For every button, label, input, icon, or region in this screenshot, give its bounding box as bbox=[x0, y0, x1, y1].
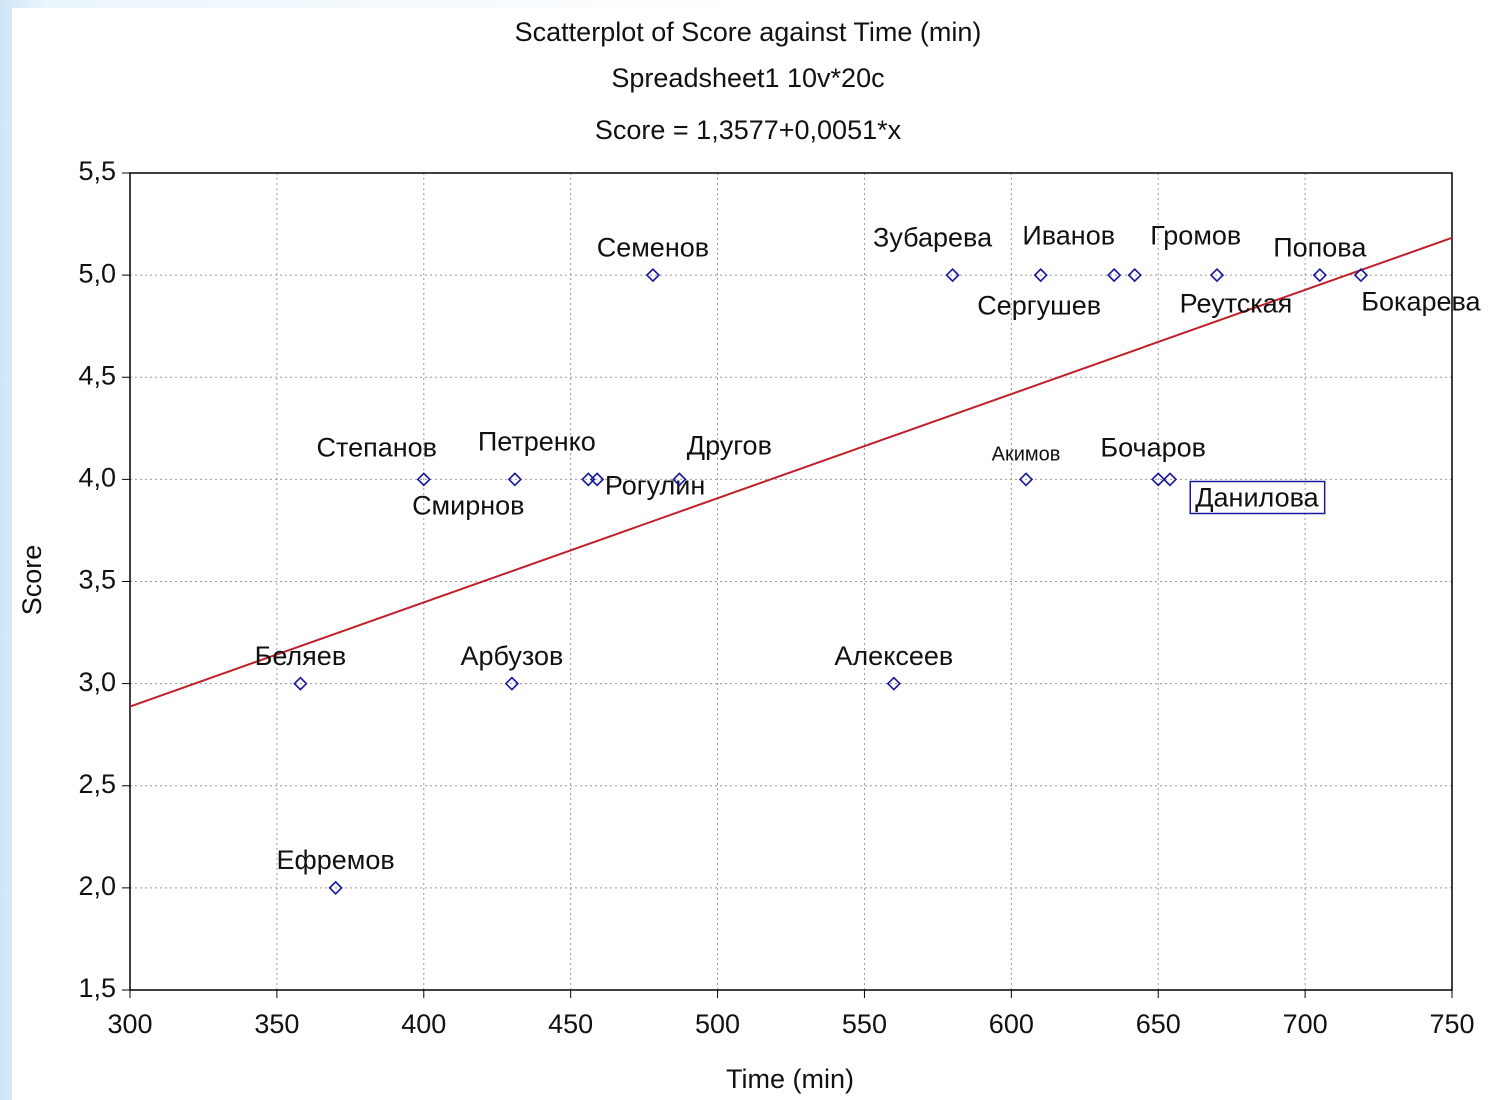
point bbox=[293, 676, 308, 691]
point bbox=[1127, 267, 1142, 283]
point-label: Реутская bbox=[1180, 288, 1293, 318]
x-tick-label: 300 bbox=[107, 1009, 152, 1039]
x-tick-label: 550 bbox=[842, 1009, 887, 1039]
point bbox=[1018, 472, 1034, 487]
point bbox=[1353, 267, 1369, 283]
point-label: Ефремов bbox=[277, 845, 395, 875]
point bbox=[328, 880, 343, 896]
point bbox=[1312, 267, 1327, 283]
point-label: Петренко bbox=[478, 427, 596, 457]
point bbox=[507, 472, 522, 487]
point-label: Акимов bbox=[992, 444, 1061, 466]
point bbox=[416, 472, 431, 487]
regression-line bbox=[129, 236, 1453, 708]
point bbox=[672, 472, 687, 487]
y-tick-label: 1,5 bbox=[78, 973, 116, 1003]
y-axis-label: Score bbox=[17, 545, 47, 616]
chart-subtitle: Spreadsheet1 10v*20c bbox=[611, 63, 884, 93]
point bbox=[1209, 267, 1225, 283]
point-label: Семенов bbox=[597, 232, 709, 262]
point-label: Беляев bbox=[255, 641, 347, 671]
point-label: Арбузов bbox=[460, 641, 563, 671]
point-label: Зубарева bbox=[873, 222, 993, 252]
x-tick-label: 600 bbox=[989, 1009, 1034, 1039]
y-tick-label: 5,0 bbox=[78, 258, 116, 288]
plot-frame bbox=[129, 172, 1453, 991]
point-label: Сергушев bbox=[977, 290, 1101, 320]
y-tick-label: 3,0 bbox=[78, 667, 116, 697]
point-label: Иванов bbox=[1022, 220, 1115, 250]
point-label: Рогулин bbox=[605, 471, 705, 501]
point-label: Попова bbox=[1273, 232, 1367, 262]
point-label: Данилова bbox=[1195, 483, 1319, 513]
point bbox=[945, 267, 960, 283]
point bbox=[645, 267, 661, 283]
x-tick-label: 700 bbox=[1283, 1009, 1328, 1039]
x-tick-label: 500 bbox=[695, 1009, 740, 1039]
selection-box bbox=[1189, 480, 1326, 515]
x-tick-label: 650 bbox=[1136, 1009, 1181, 1039]
x-tick-label: 450 bbox=[548, 1009, 593, 1039]
x-tick-label: 400 bbox=[401, 1009, 446, 1039]
point-label: Бочаров bbox=[1100, 433, 1206, 463]
x-axis-label: Time (min) bbox=[726, 1064, 854, 1094]
point-label: Бокарева bbox=[1361, 286, 1481, 316]
y-tick-label: 4,0 bbox=[78, 463, 116, 493]
point bbox=[589, 472, 605, 487]
y-tick-label: 5,5 bbox=[78, 156, 116, 186]
regression-equation: Score = 1,3577+0,0051*x bbox=[595, 115, 902, 145]
point bbox=[504, 676, 520, 691]
y-tick-label: 2,5 bbox=[78, 769, 116, 799]
point-label: Громов bbox=[1150, 220, 1241, 250]
point-label: Другов bbox=[687, 431, 772, 461]
chart-title: Scatterplot of Score against Time (min) bbox=[515, 17, 982, 47]
y-tick-label: 2,0 bbox=[78, 871, 116, 901]
x-tick-label: 750 bbox=[1429, 1009, 1474, 1039]
point-label: Алексеев bbox=[834, 641, 953, 671]
point-label: Степанов bbox=[317, 433, 438, 463]
point bbox=[1107, 267, 1122, 283]
point bbox=[1033, 267, 1048, 283]
y-tick-label: 3,5 bbox=[78, 565, 116, 595]
point bbox=[1151, 472, 1166, 487]
point bbox=[886, 676, 901, 691]
y-tick-label: 4,5 bbox=[78, 360, 116, 390]
point-label: Смирнов bbox=[412, 491, 524, 521]
point bbox=[1162, 472, 1178, 487]
chart-panel bbox=[12, 8, 1495, 1100]
x-tick-label: 350 bbox=[254, 1009, 299, 1039]
